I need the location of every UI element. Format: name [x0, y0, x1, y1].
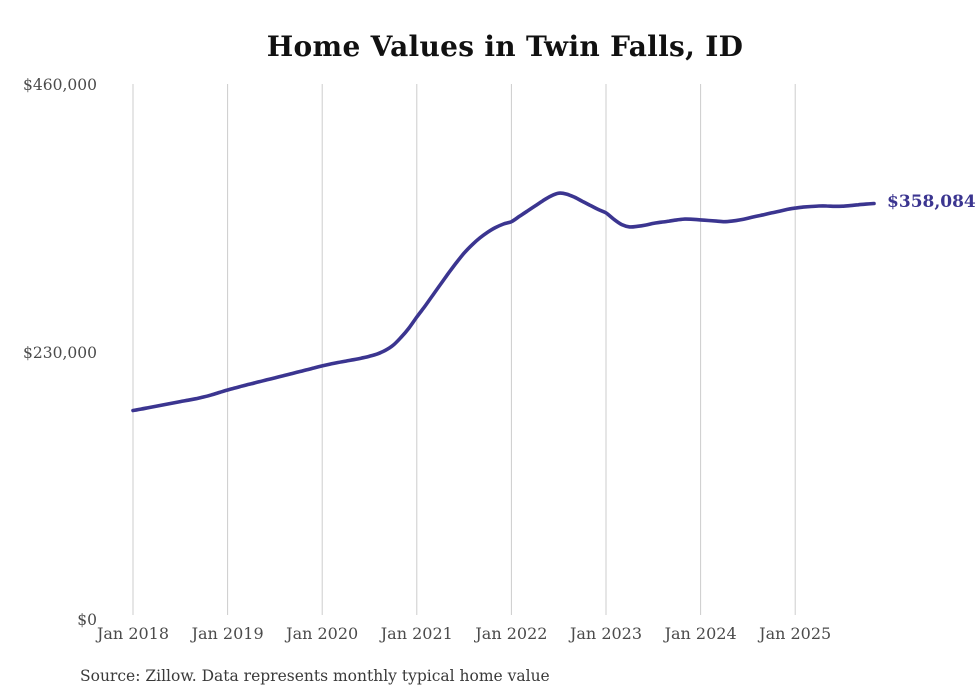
x-tick-label: Jan 2023: [569, 624, 643, 643]
x-tick-label: Jan 2020: [286, 624, 359, 643]
x-tick-label: Jan 2024: [664, 624, 737, 643]
source-note: Source: Zillow. Data represents monthly …: [80, 667, 550, 685]
x-tick-label: Jan 2021: [380, 624, 453, 643]
x-tick-label: Jan 2025: [759, 624, 832, 643]
x-tick-label: Jan 2019: [191, 624, 264, 643]
last-value-label: $358,084: [887, 191, 976, 212]
y-tick-label: $0: [77, 611, 97, 629]
y-tick-label: $230,000: [23, 343, 97, 362]
x-tick-label: Jan 2022: [475, 624, 548, 643]
y-tick-label: $460,000: [23, 76, 97, 94]
home-value-line-series: [131, 191, 876, 413]
x-tick-label: Jan 2018: [96, 624, 170, 643]
vertical-gridlines: [132, 84, 796, 615]
chart-title: Home Values in Twin Falls, ID: [266, 30, 744, 63]
